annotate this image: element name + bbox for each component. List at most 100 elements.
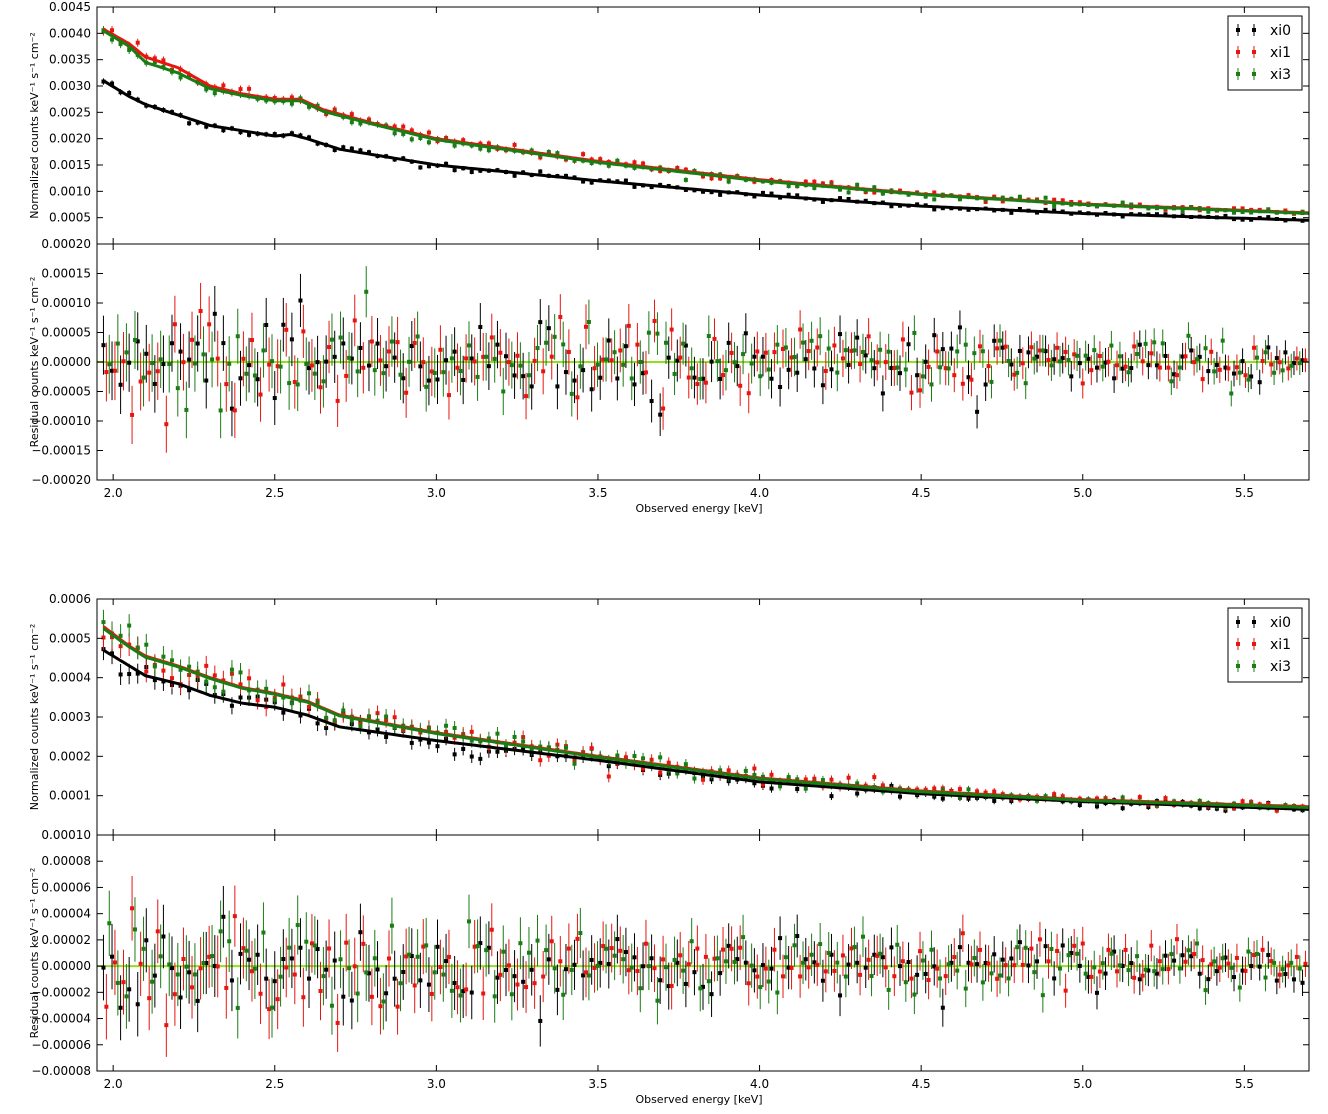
residual-point-xi3	[783, 955, 788, 960]
residual-point-xi3	[612, 953, 617, 958]
residual-point-xi0	[1240, 359, 1245, 364]
residual-point-xi3	[235, 334, 240, 339]
data-point-xi0	[127, 91, 132, 96]
data-point-xi1	[247, 86, 252, 91]
residual-point-xi0	[392, 976, 397, 981]
y-tick-label: 0.00015	[41, 267, 91, 281]
residual-point-xi3	[415, 954, 420, 959]
data-point-xi1	[238, 87, 243, 92]
data-point-xi1	[538, 758, 543, 763]
residual-point-xi3	[749, 963, 754, 968]
residual-point-xi1	[703, 380, 708, 385]
data-point-xi1	[1232, 206, 1237, 211]
residual-point-xi1	[147, 996, 152, 1001]
residual-point-xi0	[760, 354, 765, 359]
data-point-xi1	[658, 770, 663, 775]
residual-point-xi1	[661, 957, 666, 962]
residual-point-xi3	[852, 945, 857, 950]
residual-point-xi3	[1289, 960, 1294, 965]
residual-point-xi3	[792, 354, 797, 359]
residual-point-xi0	[281, 957, 286, 962]
residual-point-xi1	[198, 966, 203, 971]
residual-point-xi0	[187, 970, 192, 975]
data-point-xi0	[187, 121, 192, 126]
residual-point-xi3	[544, 340, 549, 345]
residual-point-xi3	[629, 376, 634, 381]
y-tick-label: −0.00015	[31, 444, 91, 458]
data-point-xi0	[272, 132, 277, 137]
data-point-xi3	[1120, 200, 1125, 205]
residual-point-xi0	[512, 373, 517, 378]
residual-point-xi3	[467, 919, 472, 924]
residual-point-xi0	[332, 958, 337, 963]
residual-point-xi3	[1092, 965, 1097, 970]
residual-point-xi0	[375, 341, 380, 346]
residual-point-xi0	[495, 342, 500, 347]
residual-point-xi1	[327, 345, 332, 350]
data-point-xi1	[872, 775, 877, 780]
residual-point-xi1	[121, 359, 126, 364]
data-point-xi1	[401, 124, 406, 129]
data-point-xi1	[803, 179, 808, 184]
residual-point-xi3	[1272, 370, 1277, 375]
residual-point-xi0	[247, 957, 252, 962]
residual-point-xi3	[484, 948, 489, 953]
residual-point-xi3	[355, 991, 360, 996]
residual-point-xi3	[749, 361, 754, 366]
data-point-xi1	[169, 676, 174, 681]
residual-point-xi1	[249, 338, 254, 343]
data-point-xi3	[495, 731, 500, 736]
data-point-xi3	[366, 715, 371, 720]
y-axis-label: Residual counts keV⁻¹ s⁻¹ cm⁻²	[28, 868, 41, 1039]
residual-point-xi0	[1052, 976, 1057, 981]
residual-point-xi0	[880, 955, 885, 960]
residual-point-xi0	[658, 978, 663, 983]
residual-point-xi3	[1297, 966, 1302, 971]
residual-point-xi3	[895, 365, 900, 370]
residual-point-xi3	[270, 359, 275, 364]
data-point-xi0	[752, 194, 757, 199]
residual-point-xi1	[464, 356, 469, 361]
residual-point-xi3	[355, 369, 360, 374]
residual-point-xi3	[381, 371, 386, 376]
data-point-xi3	[315, 700, 320, 705]
residual-point-xi0	[229, 406, 234, 411]
residual-point-xi3	[244, 948, 249, 953]
residual-point-xi1	[1037, 348, 1042, 353]
data-point-xi0	[581, 179, 586, 184]
residual-point-xi1	[1269, 959, 1274, 964]
residual-point-xi1	[395, 1004, 400, 1009]
residual-point-xi1	[840, 953, 845, 958]
residual-point-xi3	[1195, 941, 1200, 946]
data-point-xi3	[452, 143, 457, 148]
residual-point-xi0	[1214, 969, 1219, 974]
residual-point-xi0	[1189, 954, 1194, 959]
residual-point-xi0	[144, 938, 149, 943]
residual-point-xi1	[147, 370, 152, 375]
residual-point-xi3	[706, 979, 711, 984]
residual-point-xi1	[1149, 943, 1154, 948]
residual-point-xi3	[715, 359, 720, 364]
residual-point-xi3	[706, 334, 711, 339]
residual-point-xi3	[407, 952, 412, 957]
axes-frame	[96, 6, 1310, 245]
residual-point-xi1	[429, 369, 434, 374]
residual-point-xi1	[472, 944, 477, 949]
residual-point-xi0	[127, 360, 132, 365]
data-point-xi3	[478, 739, 483, 744]
data-point-xi3	[452, 726, 457, 731]
residual-point-xi0	[315, 360, 320, 365]
x-tick-label: 4.0	[750, 486, 769, 500]
residual-point-xi1	[130, 906, 135, 911]
residual-point-xi0	[555, 384, 560, 389]
data-point-xi1	[1240, 799, 1245, 804]
residual-point-xi0	[1077, 361, 1082, 366]
data-point-xi0	[846, 197, 851, 202]
residual-point-xi3	[980, 349, 985, 354]
y-tick-label: 0.00004	[41, 907, 91, 921]
residual-point-xi0	[1266, 953, 1271, 958]
data-point-xi1	[247, 676, 252, 681]
residual-point-xi3	[329, 337, 334, 342]
data-point-xi0	[769, 786, 774, 791]
residual-point-xi0	[889, 945, 894, 950]
